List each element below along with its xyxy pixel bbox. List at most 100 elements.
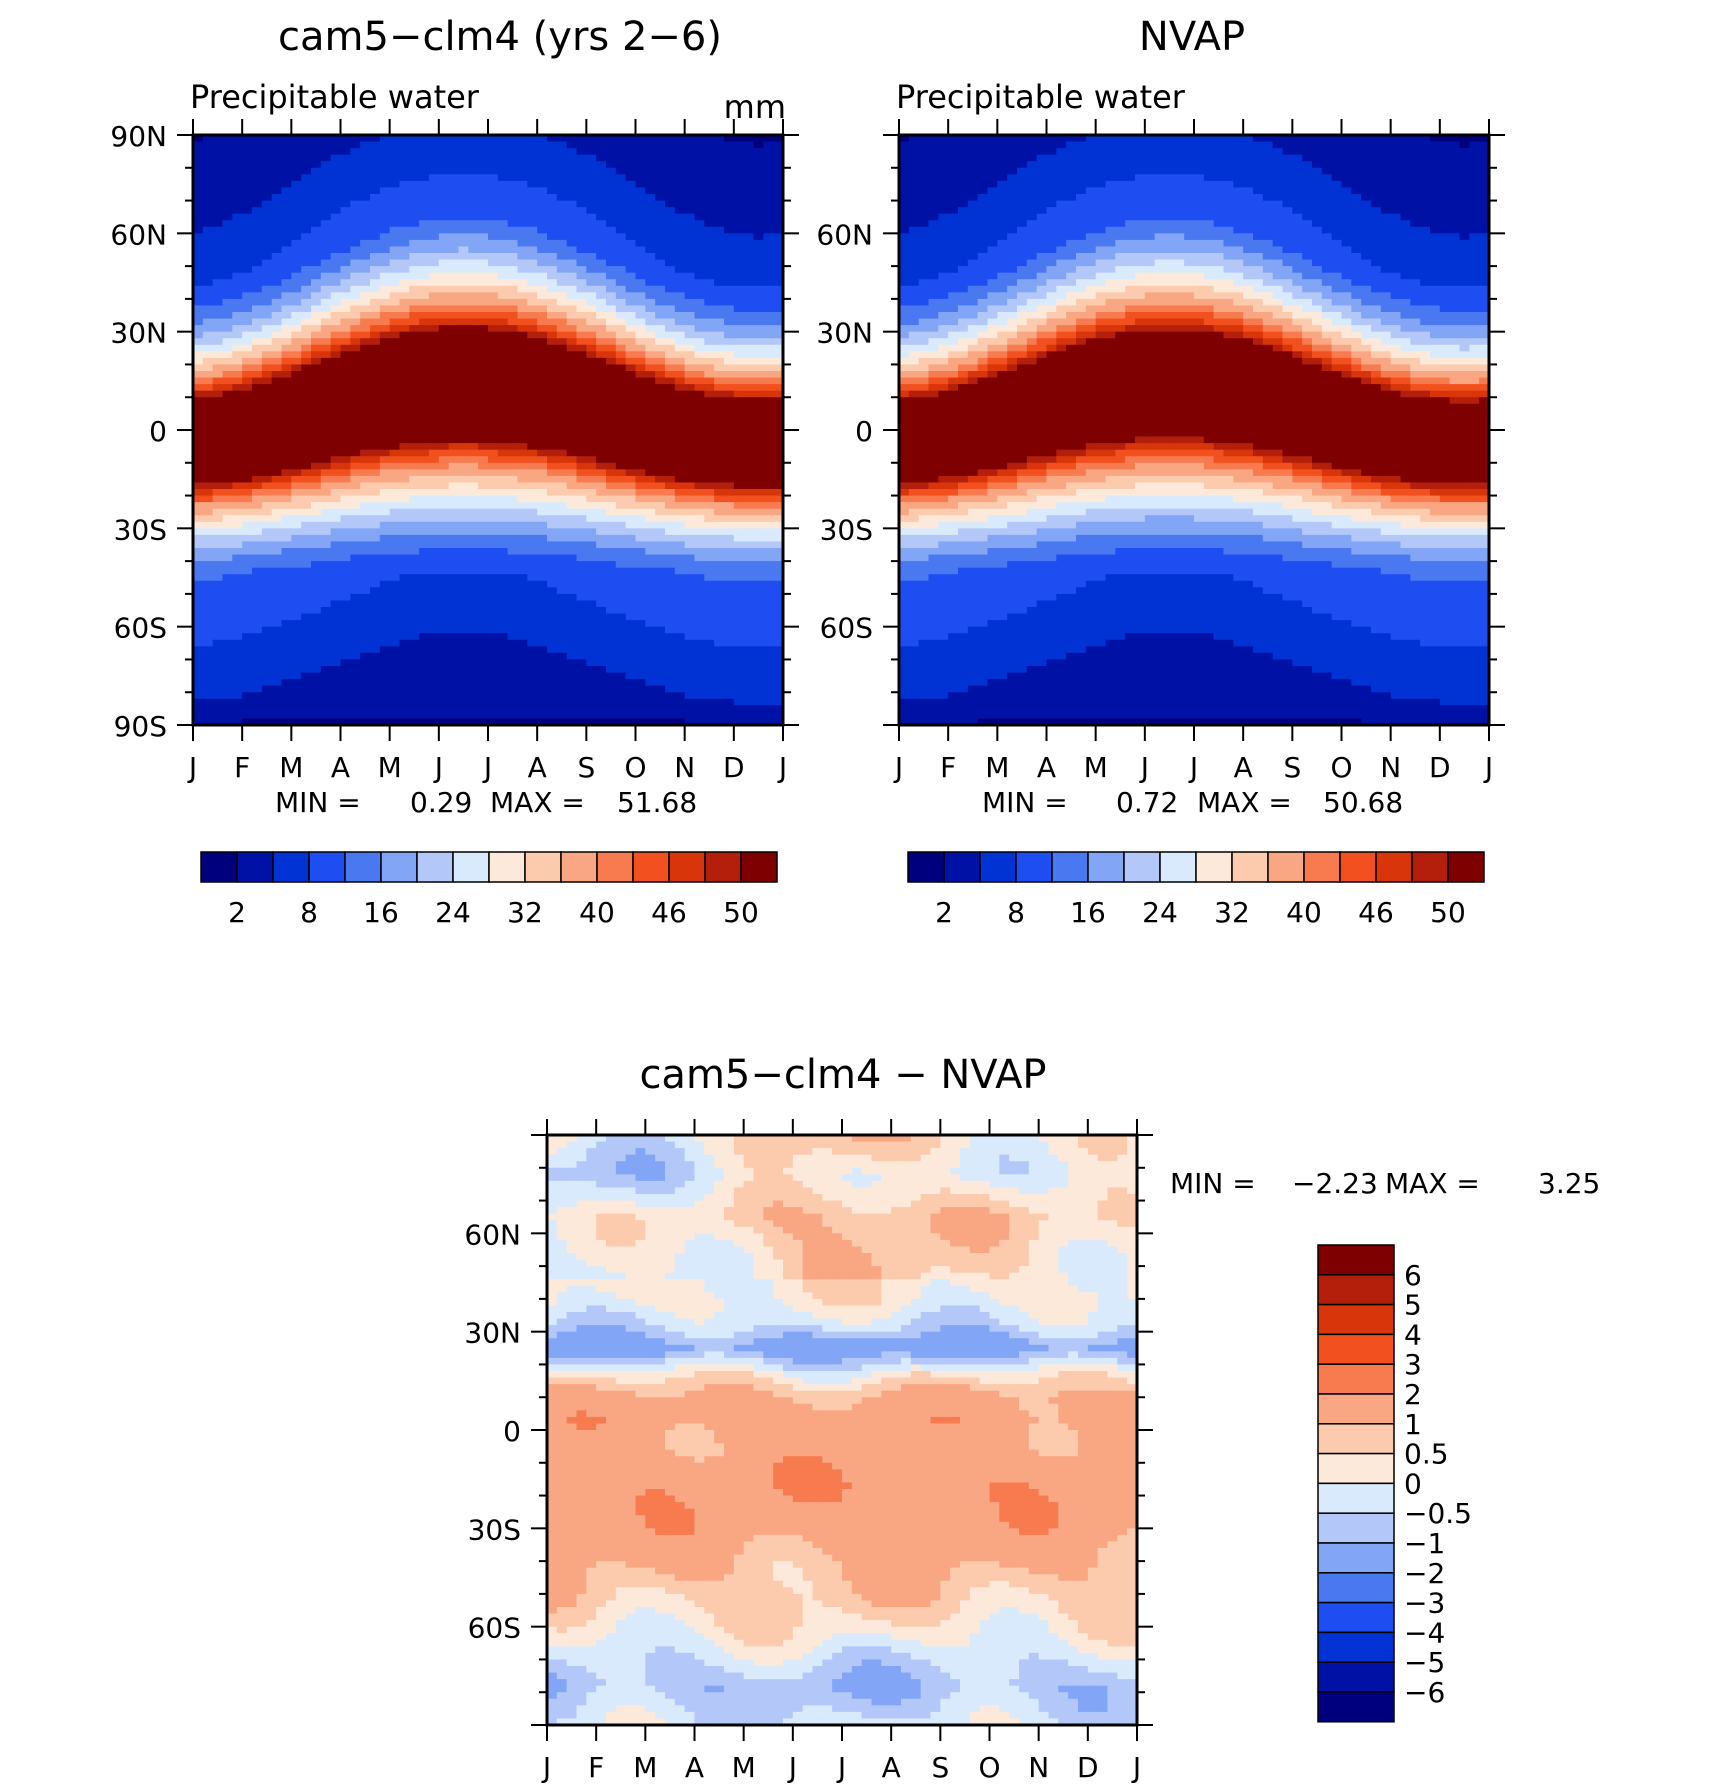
- field-cell: [468, 659, 479, 667]
- field-cell: [517, 403, 528, 411]
- field-cell: [438, 135, 450, 143]
- field-cell: [389, 672, 401, 680]
- field-cell: [733, 377, 745, 385]
- field-cell: [458, 390, 469, 398]
- field-cell: [438, 685, 450, 693]
- field-cell: [311, 679, 322, 687]
- field-cell: [606, 607, 617, 615]
- field-cell: [379, 200, 391, 208]
- field-cell: [704, 174, 715, 182]
- field-cell: [596, 672, 607, 680]
- field-cell: [645, 213, 656, 221]
- field-cell: [507, 475, 519, 484]
- field-cell: [399, 213, 410, 221]
- field-cell: [733, 344, 745, 352]
- field-cell: [438, 430, 450, 438]
- field-cell: [497, 718, 509, 725]
- field-cell: [232, 521, 243, 529]
- field-cell: [193, 272, 204, 280]
- field-cell: [242, 410, 253, 418]
- field-cell: [212, 534, 224, 543]
- field-cell: [419, 410, 430, 418]
- field-cell: [281, 705, 292, 713]
- field-cell: [458, 403, 469, 411]
- field-cell: [674, 266, 686, 274]
- field-cell: [684, 213, 696, 221]
- field-cell: [340, 705, 351, 713]
- field-cell: [606, 384, 617, 392]
- field-cell: [399, 652, 410, 661]
- field-cell: [320, 607, 332, 615]
- field-cell: [379, 416, 391, 425]
- field-cell: [419, 357, 430, 366]
- field-cell: [596, 567, 607, 575]
- field-cell: [193, 259, 204, 267]
- field-cell: [684, 593, 696, 602]
- field-cell: [291, 180, 302, 189]
- field-cell: [261, 154, 273, 162]
- field-cell: [448, 390, 460, 398]
- field-cell: [517, 456, 528, 464]
- field-cell: [497, 646, 509, 654]
- field-cell: [527, 646, 538, 654]
- field-cell: [586, 423, 597, 431]
- field-cell: [704, 495, 715, 503]
- field-cell: [330, 574, 342, 582]
- field-cell: [320, 141, 332, 149]
- field-cell: [694, 718, 705, 725]
- field-cell: [527, 607, 538, 615]
- field-cell: [665, 285, 676, 293]
- field-cell: [291, 639, 302, 647]
- field-cell: [242, 639, 253, 647]
- field-cell: [409, 600, 420, 608]
- field-cell: [252, 574, 263, 582]
- field-cell: [350, 580, 361, 588]
- field-cell: [212, 469, 224, 477]
- field-cell: [704, 698, 715, 706]
- field-cell: [665, 390, 676, 398]
- field-cell: [291, 705, 302, 713]
- field-cell: [556, 626, 568, 634]
- field-cell: [252, 161, 263, 169]
- field-cell: [507, 718, 519, 725]
- field-cell: [596, 633, 607, 641]
- field-cell: [340, 718, 351, 725]
- field-cell: [340, 364, 351, 372]
- field-cell: [370, 233, 381, 241]
- field-cell: [704, 351, 715, 359]
- field-cell: [202, 528, 214, 536]
- field-cell: [665, 698, 676, 706]
- field-cell: [625, 587, 637, 595]
- field-cell: [625, 646, 637, 654]
- field-cell: [232, 705, 243, 713]
- field-cell: [537, 161, 548, 169]
- field-cell: [360, 233, 371, 241]
- field-cell: [655, 430, 666, 438]
- field-cell: [527, 246, 538, 254]
- field-cell: [733, 266, 745, 274]
- field-cell: [704, 161, 715, 169]
- field-cell: [645, 253, 656, 261]
- field-cell: [714, 561, 725, 569]
- field-cell: [527, 135, 538, 143]
- field-cell: [724, 652, 735, 661]
- field-cell: [635, 312, 646, 320]
- field-cell: [330, 652, 342, 661]
- field-cell: [271, 567, 283, 575]
- field-cell: [261, 377, 273, 385]
- field-cell: [438, 456, 450, 464]
- field-cell: [596, 698, 607, 706]
- field-cell: [232, 325, 243, 333]
- field-cell: [370, 456, 381, 464]
- field-cell: [202, 371, 214, 379]
- field-cell: [684, 416, 696, 425]
- field-cell: [242, 692, 253, 700]
- field-cell: [576, 430, 587, 438]
- field-cell: [301, 449, 312, 457]
- field-cell: [665, 312, 676, 320]
- field-cell: [320, 672, 332, 680]
- field-cell: [606, 141, 617, 149]
- field-cell: [222, 331, 233, 339]
- field-cell: [193, 213, 204, 221]
- field-cell: [694, 475, 705, 484]
